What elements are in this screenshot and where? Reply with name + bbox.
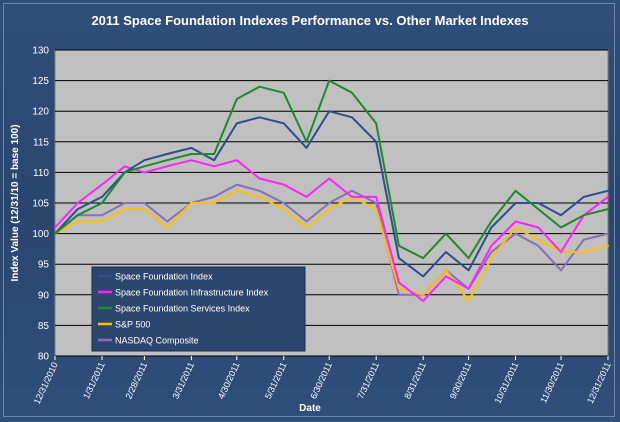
y-axis-ticks: 80 85 90 95 100 105 110 115 120 125 130 (32, 46, 49, 363)
series-line-4 (54, 183, 609, 296)
x-tick-label: 8/31/2011 (402, 361, 428, 401)
legend-label: Space Foundation Index (115, 272, 213, 282)
x-tick-label: 9/30/2011 (448, 361, 474, 401)
series-line-2 (54, 79, 609, 260)
x-tick-label: 6/30/2011 (308, 361, 334, 401)
legend-label: Space Foundation Infrastructure Index (115, 288, 269, 298)
y-tick-label: 100 (32, 229, 49, 240)
x-tick-label: 10/31/2011 (493, 361, 521, 405)
series-line-3 (54, 189, 609, 302)
legend-label: S&P 500 (115, 320, 150, 330)
y-tick-label: 95 (38, 260, 50, 271)
x-axis-ticks: 12/31/2010 1/31/2011 2/28/2011 3/31/2011 4/3… (32, 356, 613, 406)
series-line-0 (54, 110, 609, 278)
y-tick-label: 125 (32, 76, 49, 87)
x-tick-label: 12/31/2011 (585, 361, 613, 405)
y-tick-label: 105 (32, 199, 49, 210)
y-tick-label: 130 (32, 46, 49, 57)
series-lines (54, 79, 609, 302)
x-tick-label: 2/28/2011 (123, 361, 149, 401)
x-tick-label: 1/31/2011 (81, 361, 107, 401)
y-tick-label: 85 (38, 321, 50, 332)
y-tick-label: 115 (33, 137, 49, 148)
x-tick-label: 5/31/2011 (263, 361, 289, 401)
legend-label: NASDAQ Composite (115, 336, 199, 346)
legend-label: Space Foundation Services Index (115, 304, 250, 314)
series-line-1 (54, 159, 609, 302)
y-tick-label: 120 (32, 107, 49, 118)
x-tick-label: 3/31/2011 (170, 361, 196, 401)
y-axis-title: Index Value (12/31/10 = base 100) (10, 124, 21, 281)
legend-box (91, 266, 306, 352)
y-tick-label: 80 (38, 352, 50, 363)
x-tick-label: 7/31/2011 (355, 361, 381, 401)
x-axis-title: Date (299, 403, 321, 414)
y-tick-label: 110 (33, 168, 49, 179)
chart-title: 2011 Space Foundation Indexes Performanc… (91, 13, 528, 28)
legend: Space Foundation Index Space Foundation I… (91, 266, 306, 352)
y-tick-label: 90 (38, 290, 50, 301)
x-tick-label: 11/30/2011 (538, 361, 566, 405)
gridlines (55, 49, 608, 357)
x-tick-label: 12/31/2010 (32, 361, 60, 406)
x-tick-label: 4/30/2011 (216, 361, 242, 401)
